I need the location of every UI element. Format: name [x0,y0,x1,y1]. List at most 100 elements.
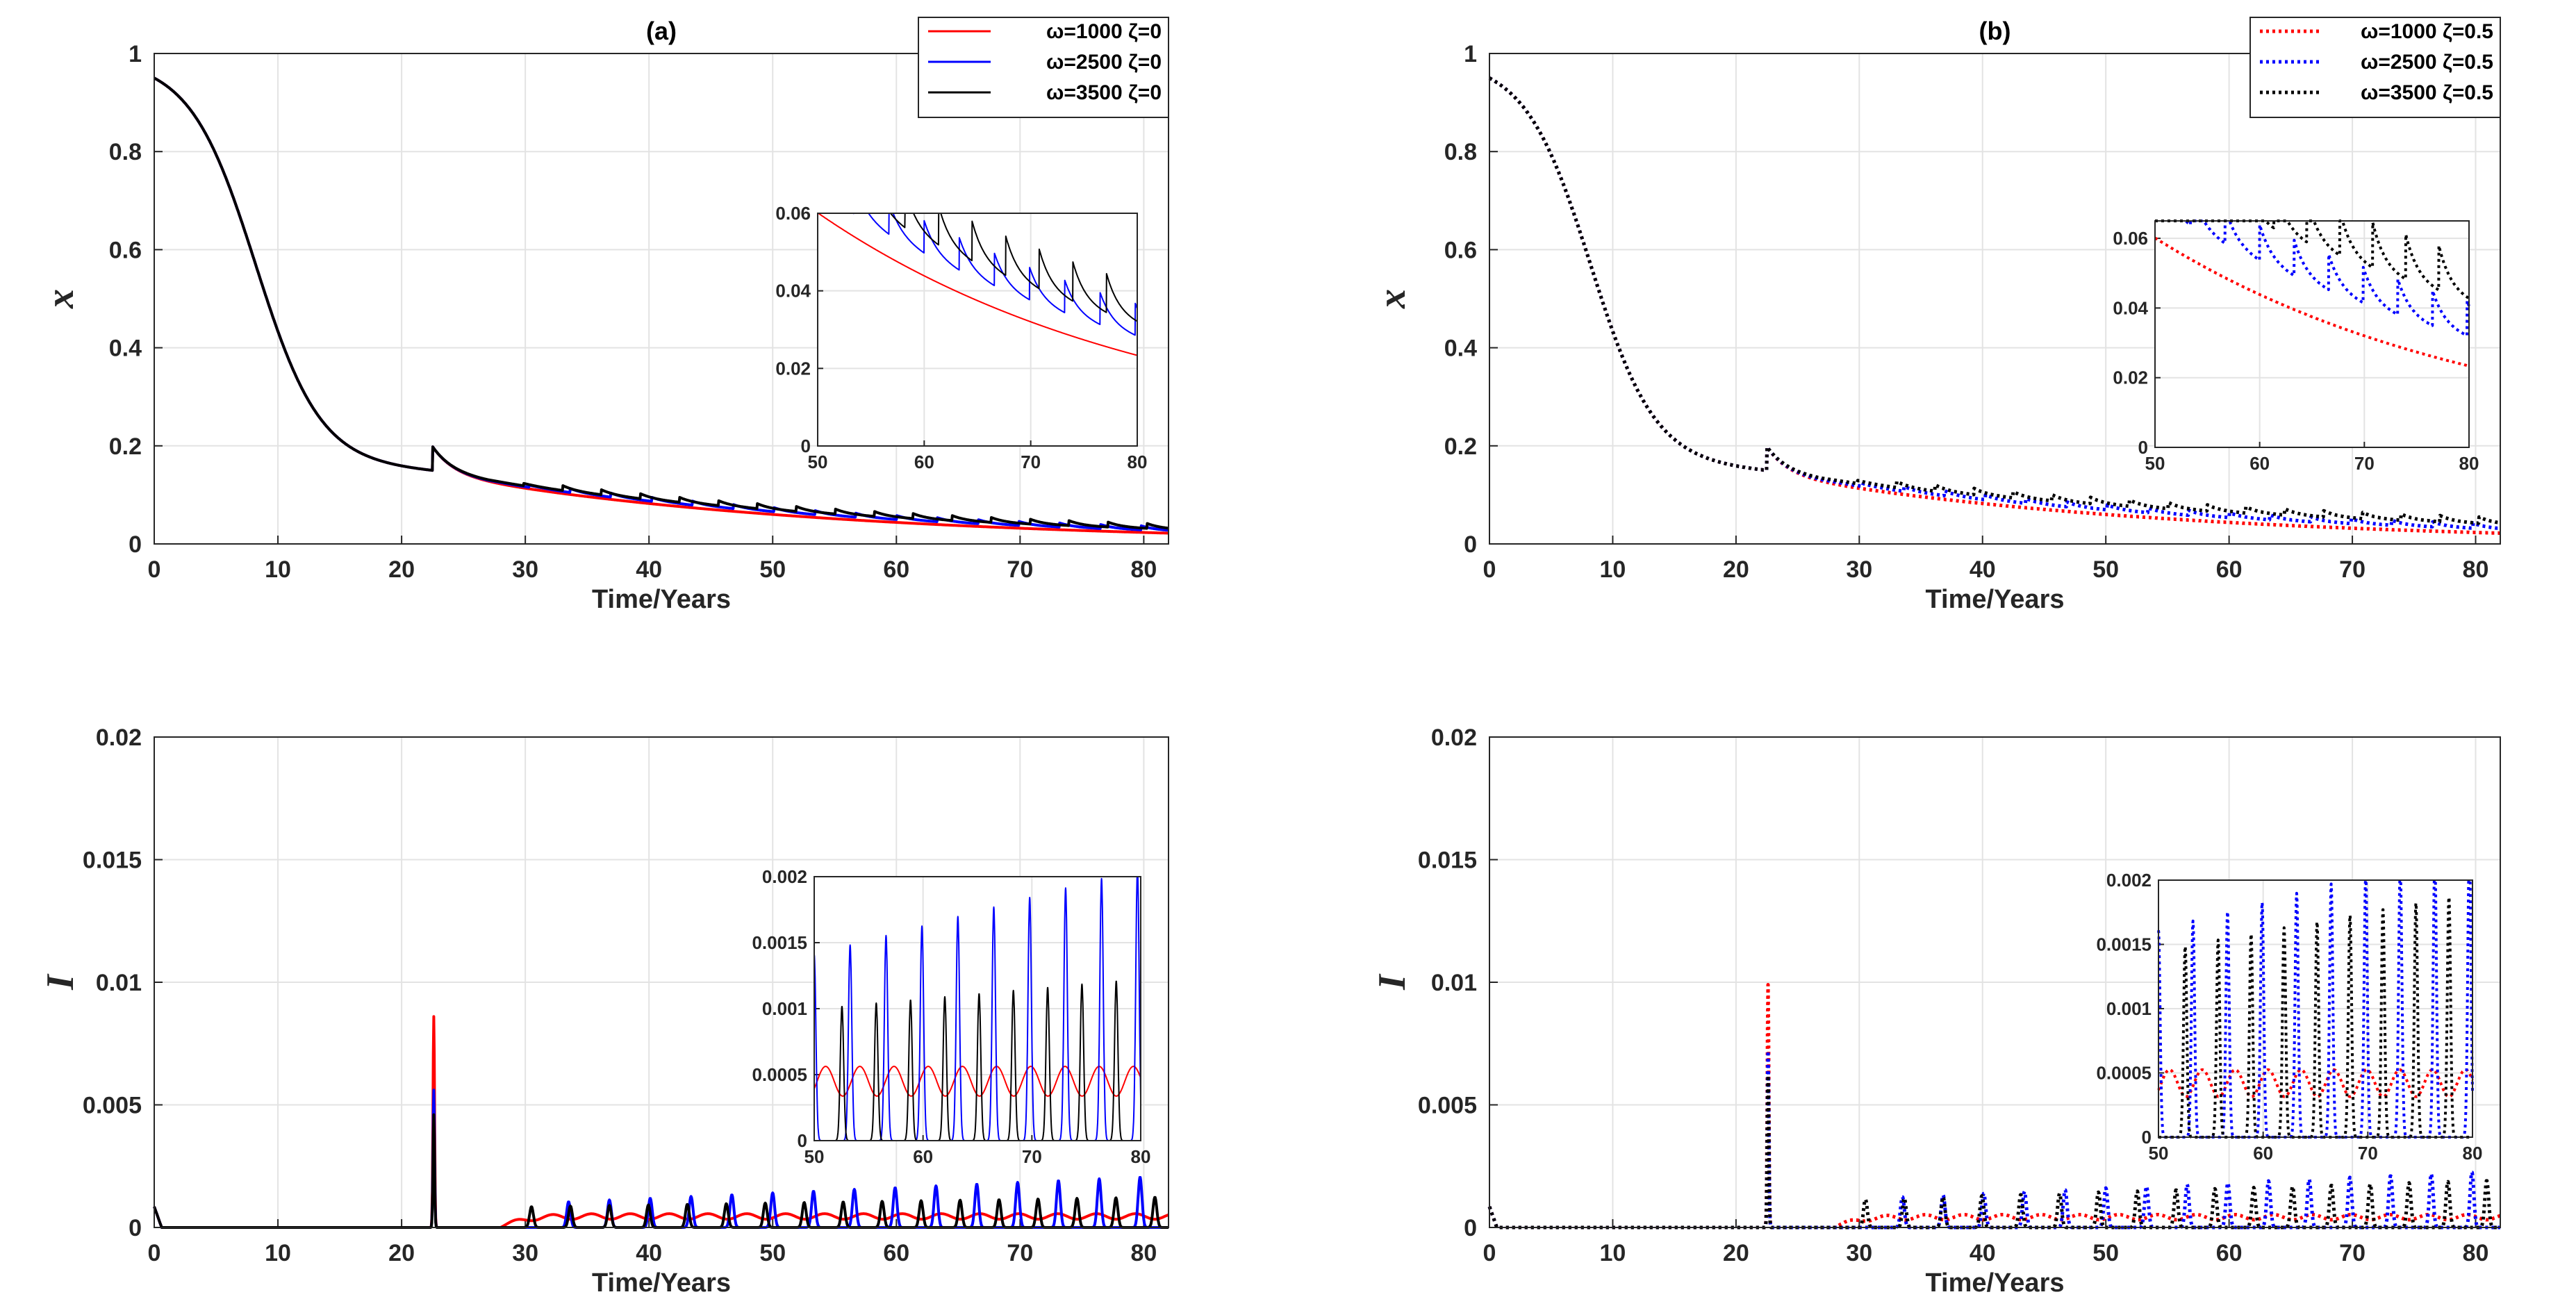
panel-a-x-ytick-label: 0 [129,531,142,558]
panel-b-x-ylabel: x [1371,289,1414,309]
panel-b-x-series-2-line [1488,76,2502,525]
panel-b-I-xtick-label: 80 [2463,1143,2483,1164]
panel-a-I-ytick-label: 0.015 [83,847,142,874]
panel-a-x-title: (a) [646,17,677,45]
panel-b-I-xtick-label: 50 [2149,1143,2169,1164]
panel-b-I-ytick-label: 0.001 [2106,998,2152,1019]
panel-a-I-ytick-label: 0 [129,1215,142,1241]
panel-b-x-xtick-label: 80 [2459,453,2479,474]
panel-b-x-ytick-label: 0.4 [1444,336,1477,362]
panel-a-x-legend: ω=1000 ζ=0 ω=2500 ζ=0 ω=3500 ζ=0 [918,17,1169,118]
panel-b-x-inset: 50 60 70 80 0 0.02 0.04 0.06 [2113,220,2479,474]
panel-a-I-ytick-label: 0.01 [96,970,142,996]
panel-b-x-frame [2154,220,2470,448]
panel-a-I-inset: 50 60 70 80 0 0.0005 0.001 0.0015 0.002 [752,866,1150,1167]
panel-a-I-ylabel: I [39,973,82,991]
panel-a-x-ytick-label: 0.8 [109,139,142,165]
panel-b-x-ytick-label: 0.02 [2113,367,2148,388]
panel-a-I-series-0-line [814,1066,1141,1097]
panel-b-I-frame [2158,879,2473,1138]
panel-a-x-legend-label-2: ω=3500 ζ=0 [1046,81,1162,104]
panel-b-x-legend: ω=1000 ζ=0.5 ω=2500 ζ=0.5 ω=3500 ζ=0.5 [2249,17,2501,118]
panel-b-I-ytick-label: 0.01 [1431,970,1477,996]
panel-b-I-xtick-label: 80 [2463,1240,2489,1266]
panel-b-x-xtick-label: 70 [2354,453,2375,474]
panel-a-I-ytick-label: 0.005 [83,1093,142,1119]
panel-b-x-plot-area [2155,221,2469,447]
panel-a-x-series-1-line [817,213,1138,336]
panel-b-I-ytick-label: 0.002 [2106,870,2152,891]
panel-a-x-xtick-label: 40 [636,556,662,583]
panel-b-I-ylabel: I [1371,973,1414,991]
panel-a-I-xtick-label: 40 [636,1240,662,1266]
panel-b-I-xtick-label: 50 [2092,1240,2119,1266]
panel-b-I-xtick-label: 60 [2253,1143,2273,1164]
panel-a-I-frame [814,876,1141,1141]
panel-a-x-legend-label-0: ω=1000 ζ=0 [1046,20,1162,43]
panel-a-I-xtick-label: 30 [512,1240,538,1266]
panel-b-I-inset: 50 60 70 80 0 0.0005 0.001 0.0015 0.002 [2096,870,2482,1164]
panel-a-x-ylabel: x [39,289,82,309]
panel-b-x-xtick-label: 50 [2092,556,2119,583]
panel-a-x-ytick-label: 0.2 [109,433,142,460]
panel-b-x-xtick-label: 20 [1723,556,1749,583]
panel-a-I-xtick-label: 80 [1131,1146,1151,1167]
panel-a-x-xtick-label: 70 [1007,556,1033,583]
panel-a-x-xtick-label: 0 [148,556,161,583]
panel-b-x-xtick-label: 80 [2463,556,2489,583]
panel-a-I-xtick-label: 20 [388,1240,415,1266]
panel-b-x-ytick-label: 0.2 [1444,433,1477,460]
panel-b-x-ytick-label: 1 [1464,41,1477,67]
panel-a-x-xtick-label: 80 [1128,452,1148,472]
panel-b-I-ytick-label: 0.02 [1431,725,1477,751]
panel-b-I-ytick-label: 0 [1464,1215,1477,1241]
panel-a-x-series-2-line [153,76,1170,530]
panel-b-x-xtick-label: 10 [1600,556,1626,583]
panel-a-x-xtick-label: 50 [759,556,786,583]
panel-a-I-ytick-label: 0 [798,1130,807,1151]
panel-a-x-xtick-label: 70 [1021,452,1041,472]
panel-a-x-legend-box [918,17,1169,118]
panel-a-I-xtick-label: 70 [1007,1240,1033,1266]
panel-b-x-xtick-label: 60 [2216,556,2243,583]
panel-b-I-xtick-label: 20 [1723,1240,1749,1266]
panel-b-x-series-0-line [2154,236,2470,367]
panel-b-x-ytick-label: 0.04 [2113,297,2148,318]
panel-a-x-ytick-label: 1 [129,41,142,67]
panel-b-I-xtick-label: 70 [2358,1143,2378,1164]
panel-a-I-xtick-label: 60 [913,1146,933,1167]
panel-a-I-xtick-label: 0 [148,1240,161,1266]
panel-a-I-ytick-label: 0.02 [96,725,142,751]
panel-b-x-xtick-label: 50 [2145,453,2165,474]
panel-a-I-ytick-label: 0.001 [762,998,807,1019]
panel-b-I-xlabel: Time/Years [1925,1268,2064,1298]
panel-a-I-xtick-label: 50 [759,1240,786,1266]
panel-b-I-ytick-label: 0.015 [1418,847,1477,874]
panel-b-x-ytick-label: 0 [1464,531,1477,558]
panel-b-I-ytick-label: 0 [2142,1127,2152,1148]
panel-b-x-ytick-label: 0 [2138,437,2148,458]
panel-b-I-ytick-label: 0.005 [1418,1093,1477,1119]
panel-b-x-xtick-label: 40 [1970,556,1996,583]
panel-a-x-ytick-label: 0.04 [775,281,811,301]
panel-a-x-xtick-label: 50 [808,452,828,472]
panel-b-x-xtick-label: 0 [1483,556,1496,583]
panel-a-x-plot-area [818,213,1137,446]
panel-b-I-xtick-label: 10 [1600,1240,1626,1266]
panel-b-I-series-0-line [2157,1068,2474,1098]
panel-b-x-title: (b) [1979,17,2011,45]
panel-a-x-legend-label-1: ω=2500 ζ=0 [1046,51,1162,74]
panel-b-x-legend-label-1: ω=2500 ζ=0.5 [2361,51,2493,74]
panel-a-x-series-0-line [817,213,1138,356]
panel-a-x-frame [154,53,1169,545]
panel-a-I-xtick-label: 70 [1022,1146,1042,1167]
panel-a-x-xtick-label: 60 [883,556,909,583]
panel-b-x-legend-label-2: ω=3500 ζ=0.5 [2361,81,2493,104]
panel-b-x-legend-label-0: ω=1000 ζ=0.5 [2361,20,2493,43]
panel-b-I-xtick-label: 60 [2216,1240,2243,1266]
panel-b-x-ytick-label: 0.6 [1444,237,1477,263]
panel-b-x-legend-box [2249,17,2501,118]
panel-a-I-ytick-label: 0.002 [762,866,807,887]
panel-b-I-ytick-label: 0.0005 [2096,1063,2152,1084]
panel-a-x-ytick-label: 0.06 [775,203,811,224]
